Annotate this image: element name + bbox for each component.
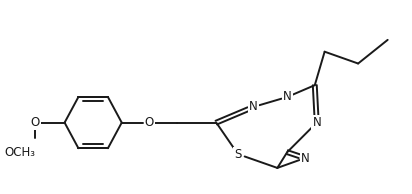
Text: N: N	[283, 90, 292, 104]
Text: N: N	[312, 116, 321, 129]
Text: N: N	[249, 100, 258, 113]
Text: N: N	[301, 152, 309, 165]
Text: O: O	[145, 116, 154, 129]
Text: O: O	[30, 116, 40, 129]
Text: S: S	[234, 148, 242, 161]
Text: OCH₃: OCH₃	[4, 146, 35, 159]
